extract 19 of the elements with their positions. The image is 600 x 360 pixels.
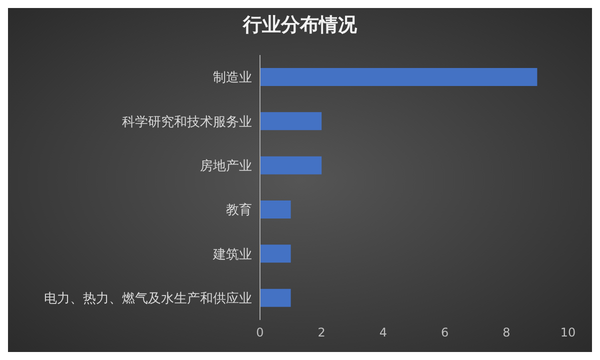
bar — [260, 68, 538, 86]
bar — [260, 244, 291, 263]
bar — [260, 156, 322, 174]
bar — [260, 112, 322, 130]
x-tick-label: 10 — [560, 326, 576, 340]
chart-title: 行业分布情况 — [242, 13, 358, 38]
y-tick-label: 建筑业 — [212, 247, 252, 262]
y-tick-label: 房地产业 — [200, 158, 252, 174]
x-tick-label: 2 — [318, 326, 326, 340]
y-tick-label: 制造业 — [213, 70, 252, 86]
x-tick-label: 8 — [502, 326, 510, 340]
x-tick-label: 4 — [379, 326, 388, 340]
bar — [260, 288, 291, 307]
y-tick-label: 科学研究和技术服务业 — [122, 114, 252, 130]
x-tick-label: 6 — [440, 326, 449, 340]
x-tick-label: 0 — [256, 326, 264, 340]
bar — [260, 200, 291, 218]
y-tick-label: 电力、热力、燃气及水生产和供应业 — [44, 290, 252, 307]
y-tick-label: 教育 — [226, 202, 252, 218]
